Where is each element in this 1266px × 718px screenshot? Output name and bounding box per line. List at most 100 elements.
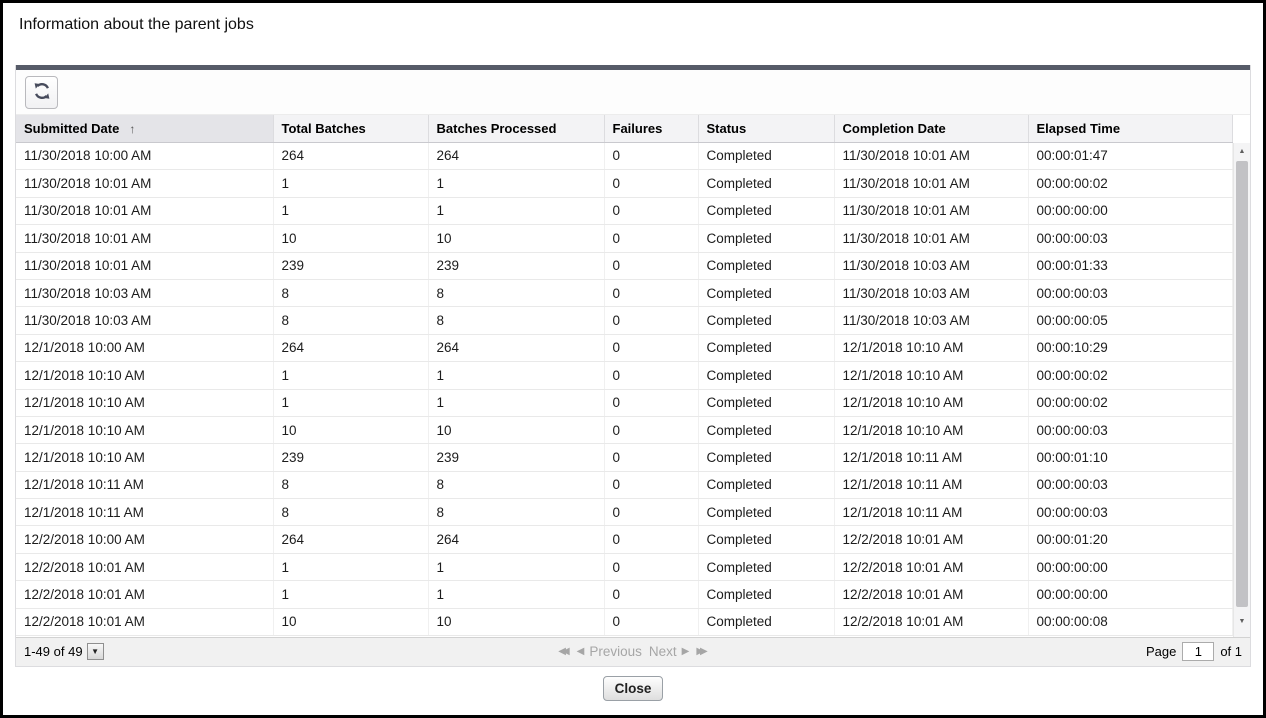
table-cell: 00:00:00:03 <box>1028 416 1233 445</box>
table-cell: Completed <box>698 142 835 171</box>
table-row: 12/1/2018 10:11 AM 8 8 0 Completed 12/1/2018 … <box>16 498 1233 527</box>
table-row: 12/1/2018 10:00 AM 264 264 0 Completed 12/1/2… <box>16 334 1233 363</box>
page-navigator: Page of 1 <box>1146 642 1242 661</box>
table-row: 12/2/2018 10:01 AM 10 10 0 Completed 12/2/201… <box>16 608 1233 637</box>
table-cell: 11/30/2018 10:01 AM <box>16 224 274 253</box>
table-cell: 11/30/2018 10:01 AM <box>16 169 274 198</box>
table-row: 12/1/2018 10:10 AM 1 1 0 Completed 12/1/2018 … <box>16 389 1233 417</box>
panel-top-bar <box>16 65 1250 70</box>
page-number-input[interactable] <box>1182 642 1215 661</box>
dropdown-arrow-icon[interactable]: ▼ <box>86 643 104 660</box>
table-cell: 10 <box>428 608 605 637</box>
table-cell: 12/1/2018 10:11 AM <box>834 443 1029 472</box>
table-row: 11/30/2018 10:00 AM 264 264 0 Completed 11/30… <box>16 142 1233 171</box>
table-cell: 12/1/2018 10:11 AM <box>834 498 1029 527</box>
table-cell: 1 <box>273 389 429 417</box>
table-cell: 00:00:00:08 <box>1028 608 1233 637</box>
first-page-icon[interactable]: ◀◀ <box>558 646 570 657</box>
table-cell: 10 <box>273 608 429 637</box>
column-header-total-batches[interactable]: Total Batches <box>273 115 429 143</box>
sort-ascending-icon: ↑ <box>129 121 136 136</box>
column-header-status[interactable]: Status <box>698 115 835 143</box>
table-cell: 12/1/2018 10:11 AM <box>16 498 274 527</box>
jobs-list-panel: Submitted Date ↑ Total Batches Batches Proc… <box>15 65 1251 667</box>
table-cell: Completed <box>698 169 835 198</box>
table-cell: 8 <box>273 279 429 308</box>
table-cell: 264 <box>428 142 605 171</box>
column-header-completion-date[interactable]: Completion Date <box>834 115 1029 143</box>
close-button[interactable]: Close <box>602 675 664 701</box>
table-cell: Completed <box>698 306 835 335</box>
table-cell: 12/1/2018 10:00 AM <box>16 334 274 363</box>
table-cell: 10 <box>428 224 605 253</box>
table-cell: 1 <box>428 389 605 417</box>
refresh-icon <box>32 81 52 104</box>
page-title: Information about the parent jobs <box>19 16 254 33</box>
table-cell: 11/30/2018 10:03 AM <box>834 279 1029 308</box>
table-cell: 12/1/2018 10:10 AM <box>834 389 1029 417</box>
table-cell: 239 <box>273 252 429 280</box>
table-cell: Completed <box>698 416 835 445</box>
column-header-batches-processed[interactable]: Batches Processed <box>428 115 605 143</box>
scrollbar-thumb[interactable] <box>1236 160 1248 607</box>
column-header-failures[interactable]: Failures <box>604 115 699 143</box>
table-row: 12/1/2018 10:10 AM 239 239 0 Completed 12/1/2… <box>16 443 1233 472</box>
table-cell: 12/1/2018 10:10 AM <box>16 389 274 417</box>
table-cell: 0 <box>604 279 699 308</box>
table-cell: 11/30/2018 10:01 AM <box>16 197 274 226</box>
table-cell: 12/2/2018 10:00 AM <box>16 525 274 554</box>
table-cell: 00:00:00:03 <box>1028 498 1233 527</box>
next-page-button[interactable]: Next ▶ <box>649 644 689 659</box>
next-label: Next <box>648 644 677 659</box>
table-cell: 239 <box>273 443 429 472</box>
table-cell: 00:00:00:00 <box>1028 553 1233 582</box>
table-cell: 00:00:00:02 <box>1028 389 1233 417</box>
column-header-label: Total Batches <box>281 120 366 136</box>
table-cell: 1 <box>428 169 605 198</box>
table-cell: 00:00:01:20 <box>1028 525 1233 554</box>
table-cell: 0 <box>604 224 699 253</box>
table-cell: 0 <box>604 306 699 335</box>
vertical-scrollbar[interactable]: ▲ ▼ <box>1233 142 1250 637</box>
scroll-up-icon[interactable]: ▲ <box>1238 147 1246 155</box>
table-cell: 0 <box>604 443 699 472</box>
table-cell: 11/30/2018 10:01 AM <box>834 169 1029 198</box>
table-row: 12/1/2018 10:10 AM 1 1 0 Completed 12/1/2018 … <box>16 361 1233 390</box>
table-cell: 10 <box>273 416 429 445</box>
table-cell: 11/30/2018 10:03 AM <box>834 252 1029 280</box>
table-cell: 12/2/2018 10:01 AM <box>834 580 1029 609</box>
previous-page-button[interactable]: ◀ Previous <box>577 644 642 659</box>
table-cell: 12/2/2018 10:01 AM <box>16 580 274 609</box>
table-cell: 0 <box>604 580 699 609</box>
last-page-icon[interactable]: ▶▶ <box>696 646 708 657</box>
table-cell: 11/30/2018 10:03 AM <box>16 279 274 308</box>
table-cell: 12/1/2018 10:10 AM <box>16 361 274 390</box>
column-header-elapsed-time[interactable]: Elapsed Time <box>1028 115 1233 143</box>
column-header-submitted-date[interactable]: Submitted Date ↑ <box>16 115 274 143</box>
table-cell: 1 <box>273 169 429 198</box>
table-cell: Completed <box>698 361 835 390</box>
refresh-button[interactable] <box>25 76 58 109</box>
table-cell: Completed <box>698 224 835 253</box>
table-cell: 239 <box>428 252 605 280</box>
table-cell: Completed <box>698 252 835 280</box>
range-dropdown[interactable]: 1-49 of 49 ▼ <box>24 643 104 660</box>
table-cell: 00:00:00:02 <box>1028 361 1233 390</box>
table-cell: Completed <box>698 525 835 554</box>
table-cell: 11/30/2018 10:01 AM <box>834 224 1029 253</box>
table-cell: 0 <box>604 252 699 280</box>
table-cell: 12/2/2018 10:01 AM <box>834 608 1029 637</box>
parent-jobs-table: Submitted Date ↑ Total Batches Batches Proc… <box>16 115 1233 143</box>
table-cell: 0 <box>604 334 699 363</box>
table-cell: 00:00:01:33 <box>1028 252 1233 280</box>
table-row: 11/30/2018 10:03 AM 8 8 0 Completed 11/30/201… <box>16 279 1233 308</box>
table-cell: 1 <box>273 580 429 609</box>
table-cell: 11/30/2018 10:01 AM <box>16 252 274 280</box>
column-header-label: Failures <box>612 120 663 136</box>
table-cell: Completed <box>698 279 835 308</box>
table-cell: 1 <box>428 580 605 609</box>
table-cell: 12/1/2018 10:10 AM <box>16 443 274 472</box>
scroll-down-icon[interactable]: ▼ <box>1238 617 1246 625</box>
previous-icon: ◀ <box>576 646 585 657</box>
table-body-viewport: 11/30/2018 10:00 AM 264 264 0 Completed 11/30… <box>16 142 1250 637</box>
